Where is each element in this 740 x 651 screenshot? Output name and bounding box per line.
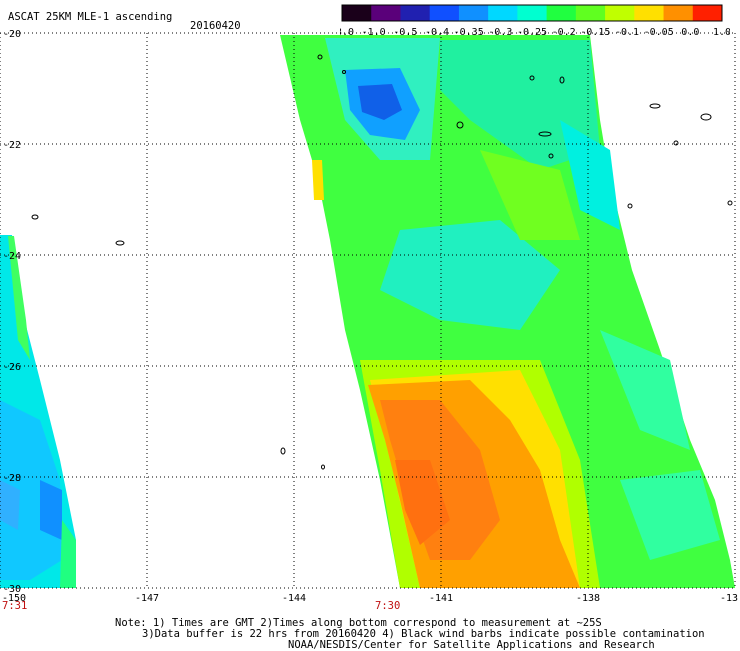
note-line-2: 3)Data buffer is 22 hrs from 20160420 4)… <box>142 628 705 640</box>
colorbar-swatch <box>692 5 723 21</box>
y-tick-label: -24 <box>3 251 21 262</box>
colorbar-tick-label: -0.05 <box>644 27 674 38</box>
colorbar-tick-label: 1.0 <box>713 27 730 38</box>
y-tick-labels: -20 -22 -24 -26 -28 -30 <box>3 29 21 595</box>
colorbar-swatch <box>517 5 548 21</box>
x-tick-label: -147 <box>135 593 159 604</box>
x-tick-label: -13 <box>720 593 738 604</box>
x-tick-labels: -150 -147 -144 -141 -138 -13 <box>2 593 738 604</box>
colorbar-frame <box>341 4 723 22</box>
colorbar-tick-label: -0.1 <box>615 27 639 38</box>
colorbar-swatch <box>429 5 460 21</box>
colorbar-swatch <box>575 5 606 21</box>
y-tick-label: -26 <box>3 362 21 373</box>
y-tick-label: -28 <box>3 473 21 484</box>
colorbar-tick-label: -0.5 <box>393 27 417 38</box>
main-swath <box>280 35 735 588</box>
note-line-3: NOAA/NESDIS/Center for Satellite Applica… <box>288 639 655 651</box>
time-label-center: 7:30 <box>375 600 401 612</box>
coastlines <box>31 54 733 470</box>
x-tick-label: -141 <box>429 593 453 604</box>
colorbar-swatch <box>663 5 694 21</box>
y-tick-label: -22 <box>3 140 21 151</box>
colorbar-swatch <box>605 5 635 21</box>
colorbar-swatches <box>341 4 723 22</box>
colorbar-swatch <box>400 5 431 21</box>
map-date: 20160420 <box>190 20 241 32</box>
y-tick-label: -30 <box>3 584 21 595</box>
x-tick-label: -138 <box>576 593 600 604</box>
colorbar-tick-label: 0.0 <box>681 27 699 38</box>
colorbar: -3.0-1.0-0.5-0.4-0.35-0.3-0.25-0.2-0.15-… <box>340 4 730 38</box>
colorbar-swatch <box>546 5 577 21</box>
colorbar-tick-label: -0.2 <box>552 27 576 38</box>
note-line-1: Note: 1) Times are GMT 2)Times along bot… <box>115 617 602 629</box>
gridlines <box>0 32 736 589</box>
y-tick-label: -20 <box>3 29 21 40</box>
colorbar-swatch <box>488 5 518 21</box>
colorbar-tick-label: -1.0 <box>362 27 386 38</box>
x-tick-label: -150 <box>2 593 26 604</box>
left-swath <box>0 235 76 588</box>
colorbar-swatch <box>458 5 489 21</box>
colorbar-tick-label: -3.0 <box>340 27 354 38</box>
colorbar-swatch <box>342 5 372 21</box>
x-tick-label: -144 <box>282 593 306 604</box>
colorbar-swatch <box>634 5 665 21</box>
map-title: ASCAT 25KM MLE-1 ascending <box>8 11 173 23</box>
colorbar-swatch <box>371 5 401 21</box>
colorbar-tick-label: -0.15 <box>580 27 610 38</box>
time-label-left: 7:31 <box>2 600 28 612</box>
